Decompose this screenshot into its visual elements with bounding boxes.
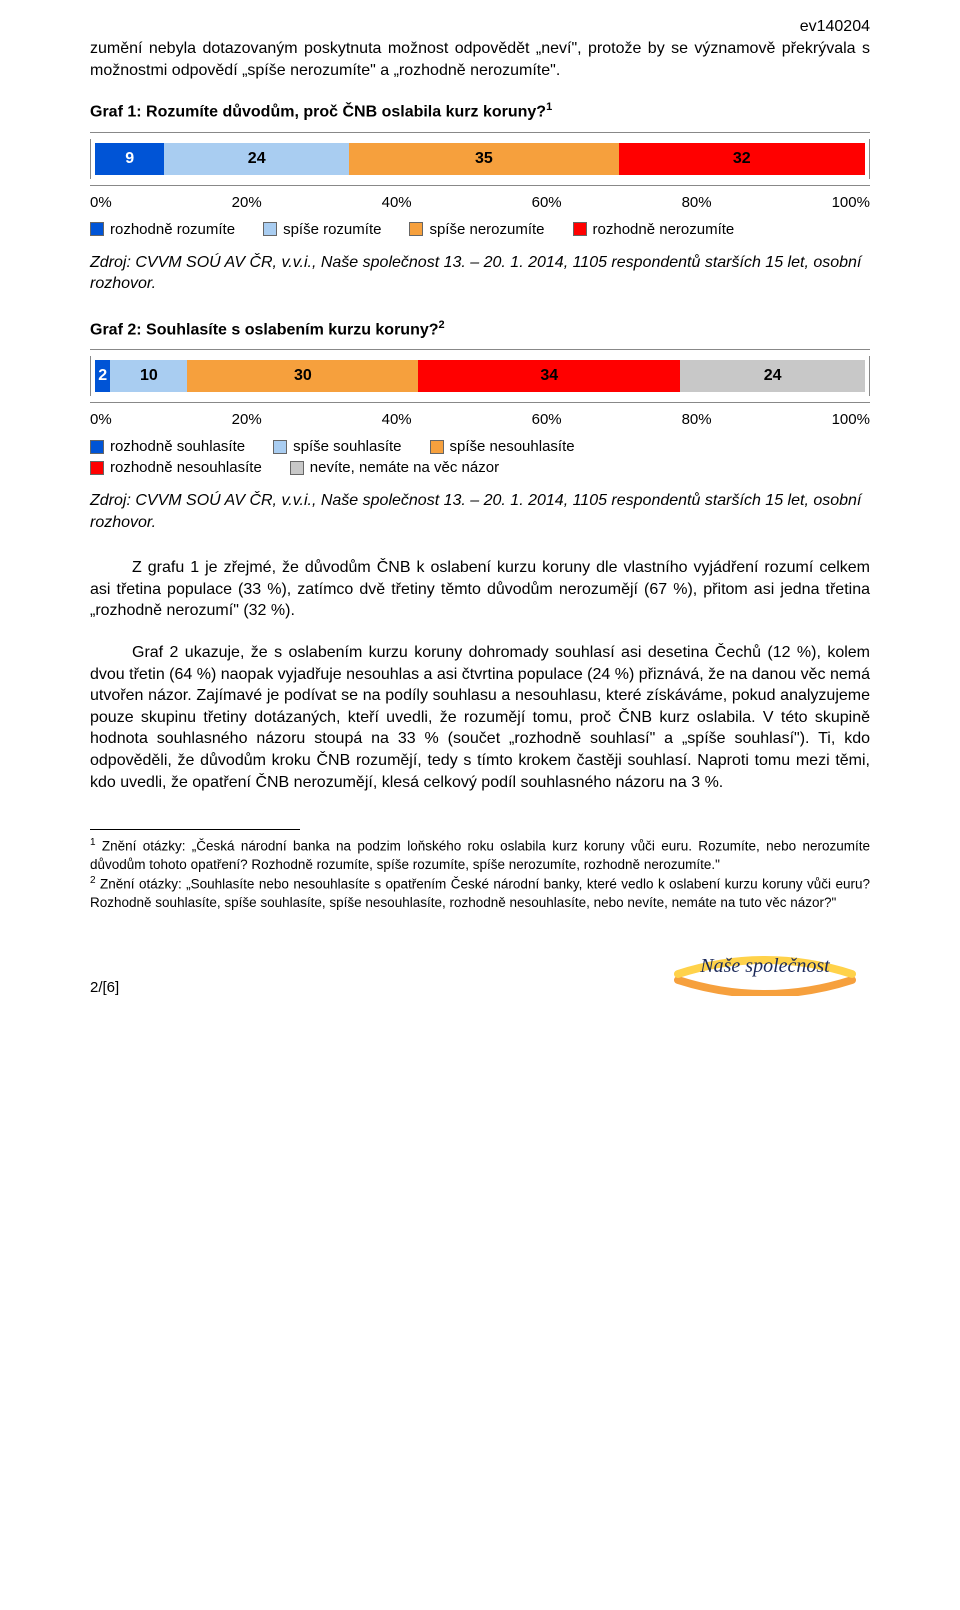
legend-label: spíše nesouhlasíte	[450, 438, 575, 455]
chart-segment: 34	[418, 360, 680, 392]
legend-swatch	[409, 222, 423, 236]
axis-tick: 20%	[232, 194, 262, 211]
legend-swatch	[573, 222, 587, 236]
legend-swatch	[290, 461, 304, 475]
intro-paragraph: zumění nebyla dotazovaným poskytnuta mož…	[90, 38, 870, 81]
footnote-2-text: Znění otázky: „Souhlasíte nebo nesouhlas…	[90, 877, 870, 910]
document-id: ev140204	[90, 18, 870, 36]
footnote-1-text: Znění otázky: „Česká národní banka na po…	[90, 839, 870, 872]
legend-label: spíše souhlasíte	[293, 438, 401, 455]
legend-swatch	[273, 440, 287, 454]
chart-segment: 35	[349, 143, 619, 175]
chart2-heading: Graf 2: Souhlasíte s oslabením kurzu kor…	[90, 319, 870, 339]
legend-label: rozhodně nerozumíte	[593, 221, 735, 238]
chart1-axis: 0% 20% 40% 60% 80% 100%	[90, 194, 870, 211]
chart1-bar-outer: 9243532	[90, 132, 870, 186]
footnote-1-sup: 1	[90, 837, 96, 848]
chart-segment: 10	[110, 360, 187, 392]
legend-item: rozhodně nesouhlasíte	[90, 459, 262, 476]
legend-item: nevíte, nemáte na věc názor	[290, 459, 499, 476]
chart-segment: 24	[164, 143, 349, 175]
chart1-heading: Graf 1: Rozumíte důvodům, proč ČNB oslab…	[90, 101, 870, 121]
chart2-axis: 0% 20% 40% 60% 80% 100%	[90, 411, 870, 428]
page: ev140204 zumění nebyla dotazovaným posky…	[0, 0, 960, 1610]
legend-item: spíše rozumíte	[263, 221, 381, 238]
svg-text:Naše společnost: Naše společnost	[699, 955, 830, 977]
footnote-2: 2 Znění otázky: „Souhlasíte nebo nesouhl…	[90, 874, 870, 912]
legend-item: spíše souhlasíte	[273, 438, 401, 455]
axis-tick: 80%	[682, 411, 712, 428]
legend-swatch	[430, 440, 444, 454]
legend-item: spíše nerozumíte	[409, 221, 544, 238]
chart-segment: 30	[187, 360, 418, 392]
axis-tick: 20%	[232, 411, 262, 428]
legend-swatch	[90, 222, 104, 236]
axis-tick: 0%	[90, 194, 112, 211]
legend-swatch	[90, 440, 104, 454]
chart-segment: 9	[95, 143, 164, 175]
page-number: 2/[6]	[90, 979, 119, 996]
legend-label: rozhodně souhlasíte	[110, 438, 245, 455]
axis-tick: 0%	[90, 411, 112, 428]
body-paragraph-1: Z grafu 1 je zřejmé, že důvodům ČNB k os…	[90, 557, 870, 622]
chart1-source: Zdroj: CVVM SOÚ AV ČR, v.v.i., Naše spol…	[90, 252, 870, 295]
axis-tick: 100%	[832, 194, 870, 211]
legend-label: spíše nerozumíte	[429, 221, 544, 238]
chart2: 210303424 0% 20% 40% 60% 80% 100% rozhodně so…	[90, 349, 870, 476]
chart1-bar: 9243532	[90, 139, 870, 179]
axis-tick: 40%	[382, 411, 412, 428]
chart2-source: Zdroj: CVVM SOÚ AV ČR, v.v.i., Naše spol…	[90, 490, 870, 533]
chart2-bar-outer: 210303424	[90, 349, 870, 403]
chart2-bar: 210303424	[90, 356, 870, 396]
axis-tick: 40%	[382, 194, 412, 211]
legend-label: rozhodně nesouhlasíte	[110, 459, 262, 476]
chart1-heading-sup: 1	[546, 101, 552, 113]
chart1-legend: rozhodně rozumíte spíše rozumíte spíše ner…	[90, 217, 870, 238]
chart2-heading-sup: 2	[439, 319, 445, 331]
legend-label: spíše rozumíte	[283, 221, 381, 238]
chart-segment: 24	[680, 360, 865, 392]
body-paragraph-2: Graf 2 ukazuje, že s oslabením kurzu kor…	[90, 642, 870, 793]
footnote-2-sup: 2	[90, 875, 96, 886]
legend-label: nevíte, nemáte na věc názor	[310, 459, 499, 476]
chart-segment: 2	[95, 360, 110, 392]
axis-tick: 80%	[682, 194, 712, 211]
chart2-legend: rozhodně souhlasíte spíše souhlasíte spíše…	[90, 434, 870, 476]
axis-tick: 60%	[532, 194, 562, 211]
footnote-rule	[90, 829, 300, 830]
legend-label: rozhodně rozumíte	[110, 221, 235, 238]
legend-swatch	[90, 461, 104, 475]
legend-item: rozhodně nerozumíte	[573, 221, 735, 238]
footer: 2/[6] Naše společnost	[90, 936, 870, 996]
legend-item: rozhodně souhlasíte	[90, 438, 245, 455]
chart1: 9243532 0% 20% 40% 60% 80% 100% rozhodně rozu…	[90, 132, 870, 238]
axis-tick: 60%	[532, 411, 562, 428]
chart1-heading-text: Graf 1: Rozumíte důvodům, proč ČNB oslab…	[90, 104, 546, 121]
chart2-heading-text: Graf 2: Souhlasíte s oslabením kurzu kor…	[90, 321, 439, 338]
legend-item: spíše nesouhlasíte	[430, 438, 575, 455]
chart-segment: 32	[619, 143, 865, 175]
axis-tick: 100%	[832, 411, 870, 428]
legend-item: rozhodně rozumíte	[90, 221, 235, 238]
legend-swatch	[263, 222, 277, 236]
logo-nase-spolecnost: Naše společnost	[660, 936, 870, 996]
footnote-1: 1 Znění otázky: „Česká národní banka na …	[90, 836, 870, 874]
